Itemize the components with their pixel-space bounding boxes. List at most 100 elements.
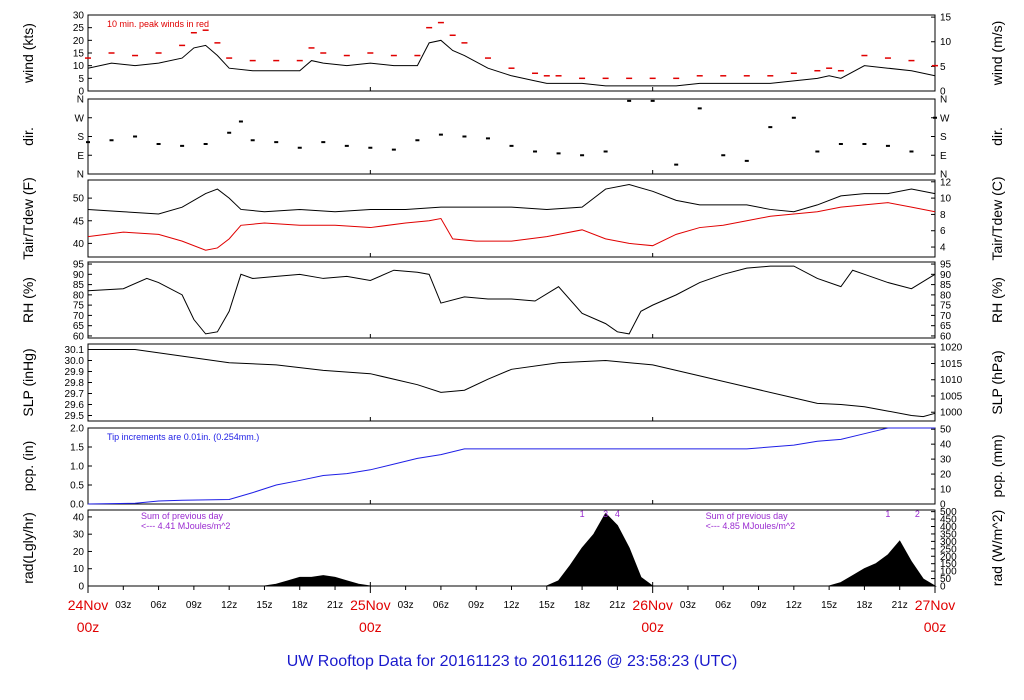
radiation-annotation: Sum of previous day	[706, 511, 789, 521]
direction-mark	[180, 144, 185, 147]
panel-frame	[87, 179, 936, 258]
direction-mark	[909, 150, 914, 153]
y-tick-label-right: 1020	[940, 343, 963, 354]
x-time-label: 00z	[641, 619, 664, 635]
y-tick-label-right: 6	[940, 226, 946, 237]
radiation-marker: 4	[615, 509, 620, 519]
y-tick-label-left: 1.0	[70, 462, 84, 473]
y-tick-label-right: 150	[940, 559, 957, 570]
y-tick-label-left: 75	[73, 301, 85, 312]
x-tick-label: 03z	[680, 600, 696, 611]
y-tick-label-right: 1005	[940, 391, 963, 402]
y-tick-label-right: 20	[940, 470, 952, 481]
x-tick-label: 09z	[750, 600, 766, 611]
y-tick-label-right: 100	[940, 567, 957, 578]
y-tick-label-left: 29.9	[65, 367, 85, 378]
direction-mark	[274, 141, 279, 144]
direction-mark	[862, 143, 867, 145]
y-tick-label-left: N	[77, 95, 84, 106]
y-axis-label-left: RH (%)	[20, 277, 36, 323]
x-tick-label: 06z	[433, 600, 449, 611]
y-tick-label-right: N	[940, 170, 947, 181]
y-axis-label-right: rad (W/m^2)	[989, 510, 1005, 587]
y-tick-label-right: 10	[940, 37, 952, 48]
y-tick-label-left: 29.7	[65, 389, 85, 400]
x-date-label: 25Nov	[350, 597, 390, 613]
y-tick-label-right: 10	[940, 485, 952, 496]
x-tick-label: 18z	[574, 600, 590, 611]
x-tick-label: 18z	[856, 600, 872, 611]
y-tick-label-left: N	[77, 170, 84, 181]
x-tick-label: 09z	[468, 600, 484, 611]
direction-mark	[109, 139, 114, 142]
y-tick-label-left: 0.5	[70, 481, 84, 492]
y-axis-label-right: wind (m/s)	[989, 21, 1005, 87]
y-tick-label-left: S	[77, 132, 84, 143]
y-tick-label-left: 29.5	[65, 411, 85, 422]
y-tick-label-left: 20	[73, 547, 85, 558]
y-tick-label-left: 30.1	[65, 345, 85, 356]
direction-mark	[297, 146, 302, 149]
y-tick-label-right: 250	[940, 544, 957, 555]
y-tick-label-right: 400	[940, 522, 957, 533]
x-tick-label: 12z	[786, 600, 802, 611]
y-tick-label-left: 1.5	[70, 443, 84, 454]
direction-mark	[238, 120, 243, 123]
x-tick-label: 09z	[186, 600, 202, 611]
direction-mark	[697, 107, 702, 110]
y-tick-label-right: 8	[940, 210, 946, 221]
radiation-marker: 1	[885, 509, 890, 519]
x-tick-label: 06z	[151, 600, 167, 611]
y-tick-label-left: 80	[73, 290, 85, 301]
direction-mark	[203, 143, 208, 145]
y-tick-label-right: 1010	[940, 375, 963, 386]
y-tick-label-left: 10	[73, 564, 85, 575]
x-tick-label: 03z	[115, 600, 131, 611]
y-tick-label-right: 60	[940, 331, 952, 342]
y-axis-label-left: pcp. (in)	[20, 441, 36, 492]
y-tick-label-right: 500	[940, 507, 957, 518]
x-date-label: 24Nov	[68, 597, 108, 613]
x-tick-label: 21z	[892, 600, 908, 611]
y-tick-label-right: 50	[940, 425, 952, 436]
panel-frame	[87, 261, 936, 339]
direction-mark	[368, 146, 373, 149]
direction-mark	[650, 99, 655, 102]
x-tick-label: 15z	[539, 600, 555, 611]
y-tick-label-left: 29.6	[65, 400, 85, 411]
y-tick-label-right: 80	[940, 290, 952, 301]
direction-mark	[885, 144, 890, 147]
y-axis-label-left: dir.	[20, 127, 36, 146]
y-axis-label-right: Tair/Tdew (C)	[989, 176, 1005, 260]
direction-mark	[674, 163, 679, 166]
direction-mark	[627, 99, 632, 102]
y-tick-label-left: 60	[73, 331, 85, 342]
direction-mark	[791, 116, 796, 119]
x-time-label: 00z	[359, 619, 382, 635]
y-tick-label-right: S	[940, 132, 947, 143]
x-tick-label: 03z	[398, 600, 414, 611]
radiation-annotation: <--- 4.85 MJoules/m^2	[706, 521, 796, 531]
x-tick-label: 06z	[715, 600, 731, 611]
series-line-wind	[87, 39, 936, 87]
x-tick-label: 12z	[221, 600, 237, 611]
y-tick-label-left: 25	[73, 23, 85, 34]
direction-mark	[133, 135, 138, 138]
direction-mark	[933, 116, 937, 119]
y-axis-label-right: SLP (hPa)	[989, 350, 1005, 414]
y-tick-label-left: 30	[73, 11, 85, 22]
y-tick-label-right: E	[940, 151, 947, 162]
direction-mark	[509, 144, 514, 147]
y-tick-label-right: 300	[940, 537, 957, 548]
y-axis-label-left: wind (kts)	[20, 23, 36, 84]
direction-mark	[438, 133, 443, 136]
panel-slp: 29.529.629.729.829.930.030.1 1000 1005 1010…	[20, 343, 1005, 422]
direction-mark	[415, 139, 420, 142]
direction-mark	[321, 141, 326, 144]
direction-mark	[603, 150, 608, 153]
series-line-pcp	[87, 427, 935, 505]
y-axis-label-right: dir.	[989, 127, 1005, 146]
